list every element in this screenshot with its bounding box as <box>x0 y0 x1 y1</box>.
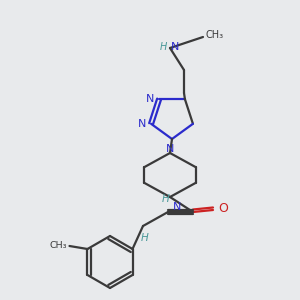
Text: CH₃: CH₃ <box>50 241 68 250</box>
Text: N: N <box>138 119 146 129</box>
Text: N: N <box>146 94 154 104</box>
Text: N: N <box>171 42 179 52</box>
Text: H: H <box>162 194 170 204</box>
Text: N: N <box>166 144 174 154</box>
Text: H: H <box>160 42 167 52</box>
Text: O: O <box>218 202 228 215</box>
Text: N: N <box>173 202 182 212</box>
Text: CH₃: CH₃ <box>206 30 224 40</box>
Text: H: H <box>141 233 149 243</box>
